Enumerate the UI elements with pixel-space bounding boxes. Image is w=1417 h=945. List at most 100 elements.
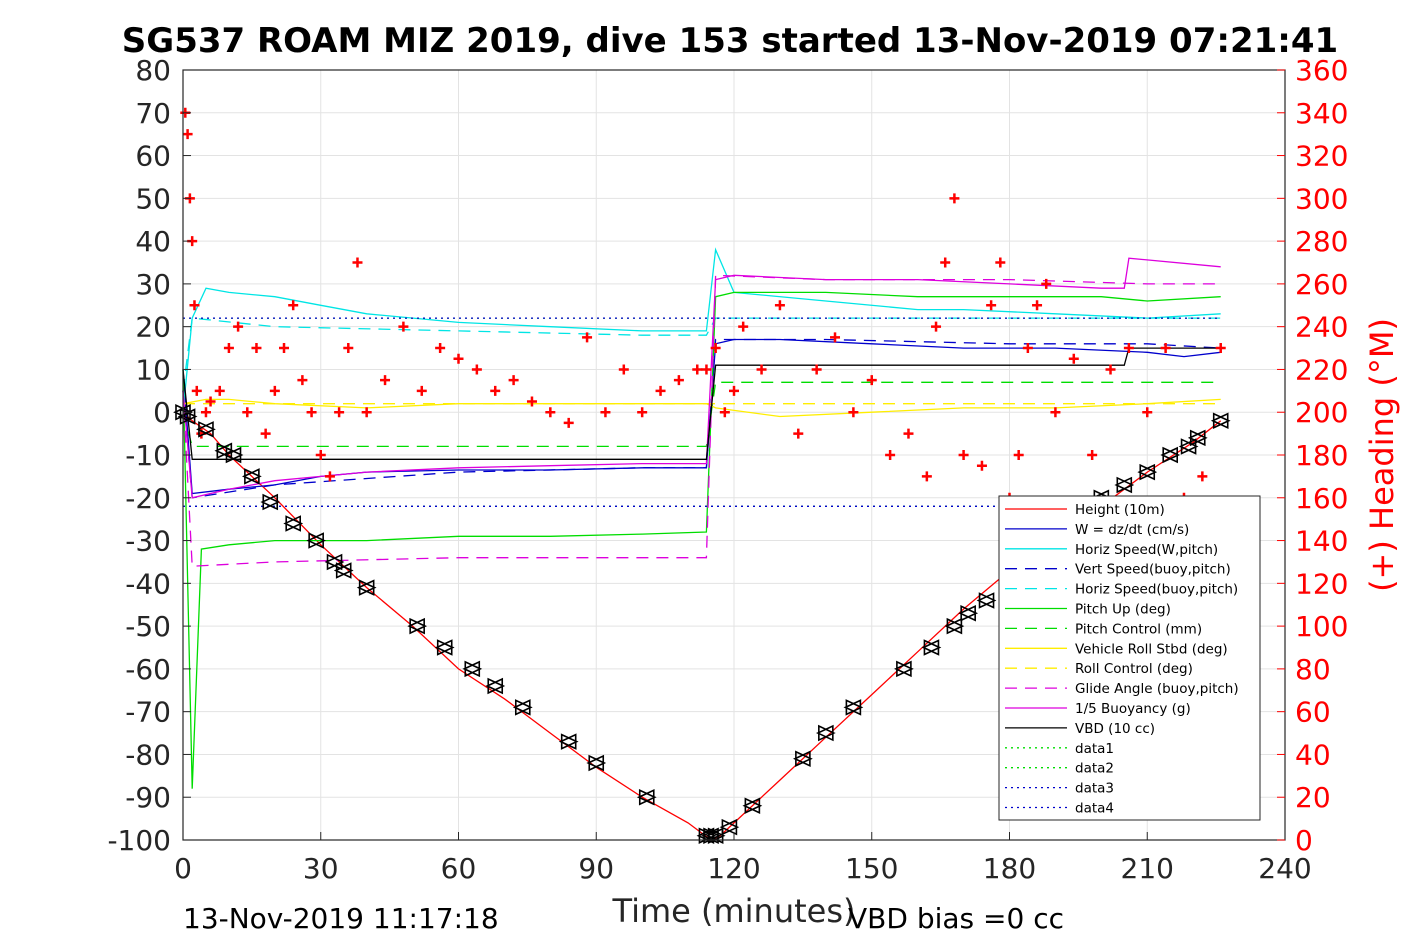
heading-point	[398, 321, 409, 332]
legend-label: Vert Speed(buoy,pitch)	[1075, 562, 1231, 578]
heading-point	[200, 407, 211, 418]
heading-point	[435, 343, 446, 354]
y-tick-label: 20	[135, 311, 171, 344]
triangle-marker	[586, 754, 607, 772]
heading-point	[324, 471, 335, 482]
x-tick-label: 30	[303, 852, 339, 885]
y2-tick-label: 360	[1295, 54, 1348, 87]
legend-label: Pitch Control (mm)	[1075, 621, 1202, 637]
y-tick-label: -70	[125, 696, 171, 729]
heading-point	[921, 471, 932, 482]
triangle-marker	[701, 827, 721, 844]
heading-point	[1087, 450, 1098, 460]
heading-point	[1123, 343, 1134, 354]
heading-point	[205, 396, 216, 407]
y2-tick-label: 120	[1295, 567, 1348, 600]
triangle-markers	[173, 403, 1231, 844]
triangle-marker	[944, 617, 965, 635]
series-line	[182, 257, 1221, 499]
y2-tick-label: 80	[1295, 653, 1331, 686]
heading-point	[471, 364, 482, 375]
heading-point	[692, 364, 703, 375]
triangle-marker	[1178, 438, 1199, 455]
heading-point	[545, 407, 556, 418]
triangle-marker	[223, 446, 244, 464]
triangle-marker	[512, 699, 533, 716]
heading-point	[189, 300, 200, 311]
heading-point	[710, 343, 721, 354]
triangle-marker	[696, 827, 717, 844]
x-tick-label: 240	[1258, 852, 1311, 885]
triangle-marker	[742, 797, 763, 815]
triangle-marker	[976, 592, 997, 609]
heading-point	[334, 407, 345, 418]
legend-label: data3	[1075, 781, 1114, 797]
y2-tick-label: 220	[1295, 353, 1348, 386]
legend-label: Horiz Speed(W,pitch)	[1075, 542, 1218, 558]
triangle-marker	[283, 515, 304, 532]
heading-point	[251, 343, 262, 354]
triangle-marker	[177, 408, 198, 425]
heading-point	[655, 385, 666, 396]
legend-box	[998, 495, 1261, 821]
series-line	[182, 317, 1221, 391]
y-tick-label: -40	[125, 567, 171, 600]
heading-point	[352, 257, 363, 268]
heading-point	[260, 428, 271, 439]
heading-point	[1041, 278, 1052, 289]
y2-tick-label: 0	[1295, 824, 1313, 857]
triangle-marker	[705, 827, 726, 844]
footer-vbd-bias: VBD bias =0 cc	[848, 902, 1064, 935]
heading-point	[214, 385, 225, 396]
heading-point	[774, 300, 785, 311]
triangle-marker	[1160, 446, 1181, 464]
y-tick-label: -90	[125, 781, 171, 814]
y2-tick-label: 320	[1295, 140, 1348, 173]
heading-point	[903, 428, 914, 439]
y-tick-label: 50	[135, 182, 171, 215]
heading-point	[976, 460, 987, 471]
y2-axis-ticks: 0 20 40 60 80 100 120 140 160 180 200 220 240 260 280 3…	[1277, 54, 1348, 857]
heading-point	[233, 321, 244, 332]
legend-label: Roll Control (deg)	[1075, 661, 1193, 677]
legend-label: VBD (10 cc)	[1075, 721, 1155, 737]
heading-point	[582, 332, 593, 343]
x-tick-label: 90	[578, 852, 614, 885]
heading-point	[673, 375, 684, 386]
heading-point	[508, 375, 519, 386]
heading-point	[1160, 343, 1171, 354]
legend-label: Horiz Speed(buoy,pitch)	[1075, 582, 1238, 598]
triangle-marker	[196, 421, 216, 438]
heading-point	[719, 407, 730, 418]
y-tick-label: 10	[135, 353, 171, 386]
heading-point	[958, 450, 969, 460]
y-tick-label: -60	[125, 653, 171, 686]
heading-point	[297, 375, 308, 386]
y2-tick-label: 280	[1295, 225, 1348, 258]
legend-label: data2	[1075, 761, 1114, 777]
x-axis-ticks: 0 30 60 90 120 150 180 210 240	[174, 832, 1312, 885]
y-tick-label: 60	[135, 140, 171, 173]
heading-point	[1013, 450, 1024, 460]
y-tick-label: 0	[153, 396, 171, 429]
heading-point	[701, 364, 712, 375]
heading-point	[1197, 471, 1208, 482]
heading-point	[288, 300, 299, 311]
y2-tick-label: 180	[1295, 439, 1348, 472]
heading-point	[1142, 407, 1153, 418]
y-tick-label: 70	[135, 97, 171, 130]
triangle-marker	[333, 562, 354, 579]
heading-point	[453, 353, 464, 364]
triangle-marker	[1187, 429, 1208, 447]
x-tick-label: 60	[441, 852, 477, 885]
y-tick-label: -100	[107, 824, 171, 857]
y2-tick-label: 160	[1295, 482, 1348, 515]
heading-point	[885, 450, 896, 460]
y-tick-label: 80	[135, 54, 171, 87]
triangle-marker	[1210, 412, 1231, 430]
heading-markers	[180, 107, 1226, 503]
y2-tick-label: 100	[1295, 610, 1348, 643]
heading-point	[279, 343, 290, 354]
heading-point	[793, 428, 804, 439]
triangle-marker	[260, 493, 281, 511]
